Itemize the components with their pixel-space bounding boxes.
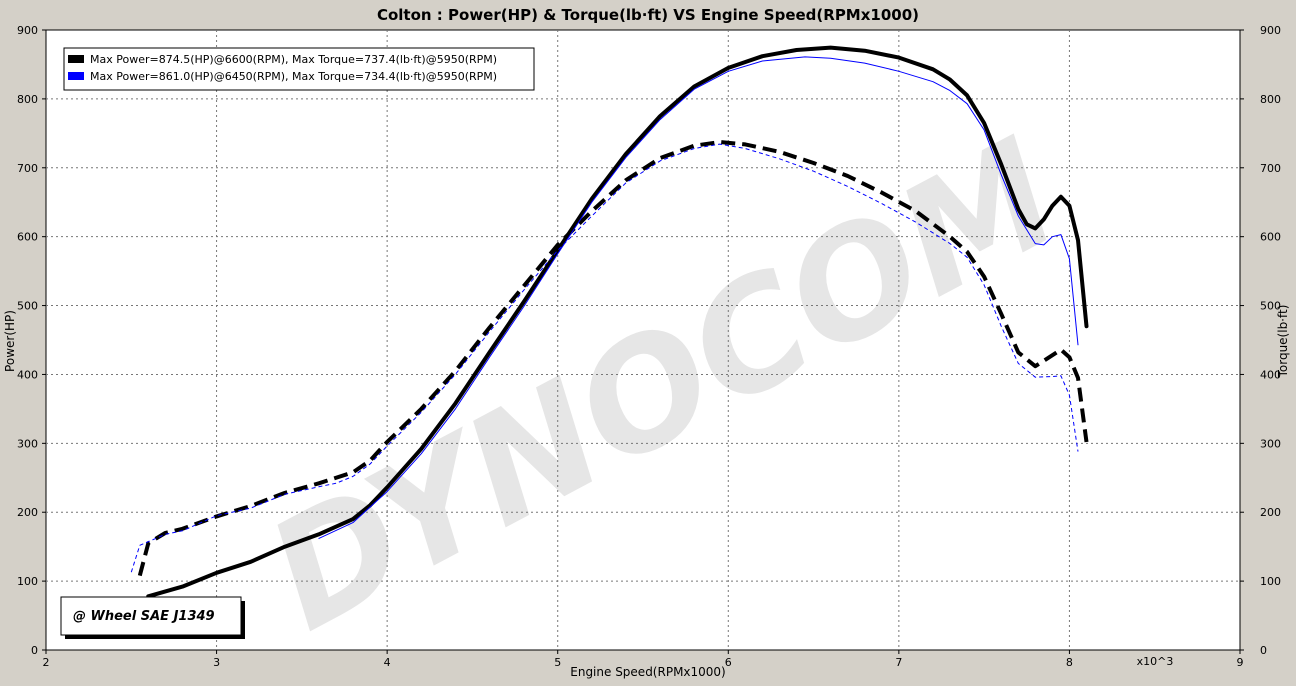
x-tick-label: 9	[1237, 656, 1244, 669]
y-axis-left-label: Power(HP)	[3, 310, 17, 372]
x-tick-label: 2	[43, 656, 50, 669]
y-left-tick-label: 300	[17, 437, 38, 450]
y-right-tick-label: 400	[1260, 368, 1281, 381]
x-tick-label: 4	[384, 656, 391, 669]
legend-box	[63, 47, 535, 91]
axis-ticks: 0 0 100 100 200 200 300 300 400 400 500 500 600 600 70…	[17, 24, 1281, 669]
y-right-tick-label: 100	[1260, 575, 1281, 588]
y-left-tick-label: 400	[17, 368, 38, 381]
legend-swatch-1	[68, 72, 84, 80]
y-left-tick-label: 500	[17, 300, 38, 313]
y-left-tick-label: 200	[17, 506, 38, 519]
y-left-tick-label: 900	[17, 24, 38, 37]
stamp-box: @ Wheel SAE J1349	[60, 596, 245, 639]
x-tick-label: 8	[1066, 656, 1073, 669]
y-left-tick-label: 0	[31, 644, 38, 657]
y-right-tick-label: 300	[1260, 437, 1281, 450]
legend-swatch-0	[68, 55, 84, 63]
stamp-label: @ Wheel SAE J1349	[73, 609, 215, 624]
series-1-power-line	[318, 56, 1079, 539]
legend: Max Power=874.5(HP)@6600(RPM), Max Torqu…	[63, 47, 535, 91]
y-right-tick-label: 800	[1260, 93, 1281, 106]
x-axis-multiplier: x10^3	[1137, 655, 1174, 668]
y-right-tick-label: 500	[1260, 300, 1281, 313]
y-right-tick-label: 200	[1260, 506, 1281, 519]
series-1-torque-line	[130, 143, 1079, 573]
y-right-tick-label: 0	[1260, 644, 1267, 657]
y-left-tick-label: 600	[17, 231, 38, 244]
y-right-tick-label: 600	[1260, 231, 1281, 244]
x-tick-label: 6	[725, 656, 732, 669]
series-0-power-line	[146, 45, 1089, 599]
series-lines	[130, 45, 1089, 599]
x-tick-label: 5	[554, 656, 561, 669]
x-axis-label: Engine Speed(RPMx1000)	[570, 665, 726, 679]
y-right-tick-label: 700	[1260, 162, 1281, 175]
y-left-tick-label: 700	[17, 162, 38, 175]
stamp-frame	[60, 596, 242, 636]
chart-title: Colton : Power(HP) & Torque(lb·ft) VS En…	[377, 6, 919, 24]
y-left-tick-label: 100	[17, 575, 38, 588]
series-0-torque-line	[137, 140, 1089, 577]
legend-entry-1: Max Power=861.0(HP)@6450(RPM), Max Torqu…	[90, 70, 497, 83]
legend-entry-0: Max Power=874.5(HP)@6600(RPM), Max Torqu…	[90, 53, 497, 66]
x-tick-label: 7	[895, 656, 902, 669]
y-left-tick-label: 800	[17, 93, 38, 106]
x-tick-label: 3	[213, 656, 220, 669]
grid-lines	[46, 30, 1240, 650]
y-right-tick-label: 900	[1260, 24, 1281, 37]
y-axis-right-label: Torque(lb·ft)	[1276, 305, 1290, 379]
